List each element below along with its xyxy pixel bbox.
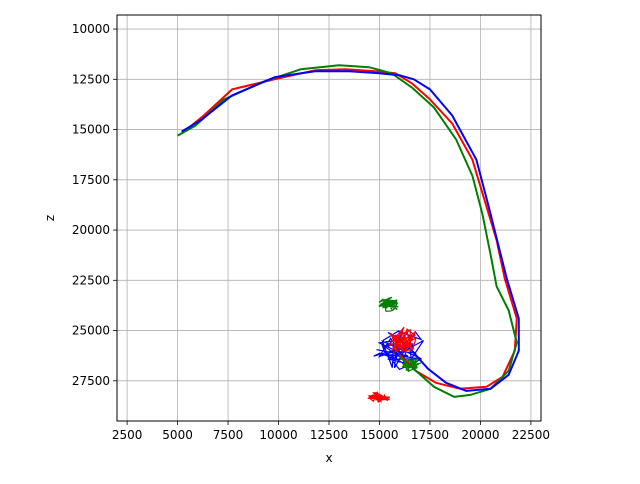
y-axis-label: z	[43, 215, 57, 221]
x-tick-label: 20000	[461, 428, 499, 442]
grid-lines	[117, 15, 541, 421]
tangle-path	[373, 329, 424, 371]
y-tick-label: 12500	[72, 72, 110, 86]
series-line	[181, 70, 520, 392]
x-tick-label: 5000	[162, 428, 193, 442]
tangle-cluster	[367, 390, 391, 404]
y-tick-label: 15000	[72, 123, 110, 137]
x-tick-label: 10000	[259, 428, 297, 442]
x-axis-label: x	[325, 451, 332, 465]
series-line	[177, 64, 518, 398]
x-tick-label: 22500	[512, 428, 550, 442]
y-tick-label: 20000	[72, 223, 110, 237]
y-tick-label: 25000	[72, 324, 110, 338]
tangle-path	[401, 356, 422, 372]
y-tick-label: 17500	[72, 173, 110, 187]
x-tick-label: 17500	[411, 428, 449, 442]
y-tick-label: 10000	[72, 22, 110, 36]
tangle-path	[378, 296, 399, 312]
tangle-path	[387, 326, 417, 354]
tangle-cluster	[378, 296, 399, 312]
tangle-path	[367, 390, 391, 404]
y-tick-label: 27500	[72, 374, 110, 388]
x-tick-label: 15000	[360, 428, 398, 442]
series-layer	[177, 64, 520, 398]
tangle-cluster	[373, 329, 424, 371]
x-tick-label: 2500	[112, 428, 143, 442]
x-tick-label: 12500	[310, 428, 348, 442]
blob-layer	[367, 296, 424, 404]
x-tick-label: 7500	[213, 428, 244, 442]
tangle-cluster	[387, 326, 417, 354]
x-ticks: 2500 5000 7500 10000 12500 15000 17500 20000 225…	[112, 421, 550, 442]
y-ticks: 10000 12500 15000 17500 20000 22500 25000 27500	[72, 22, 117, 388]
tangle-cluster	[401, 356, 422, 372]
y-tick-label: 22500	[72, 273, 110, 287]
